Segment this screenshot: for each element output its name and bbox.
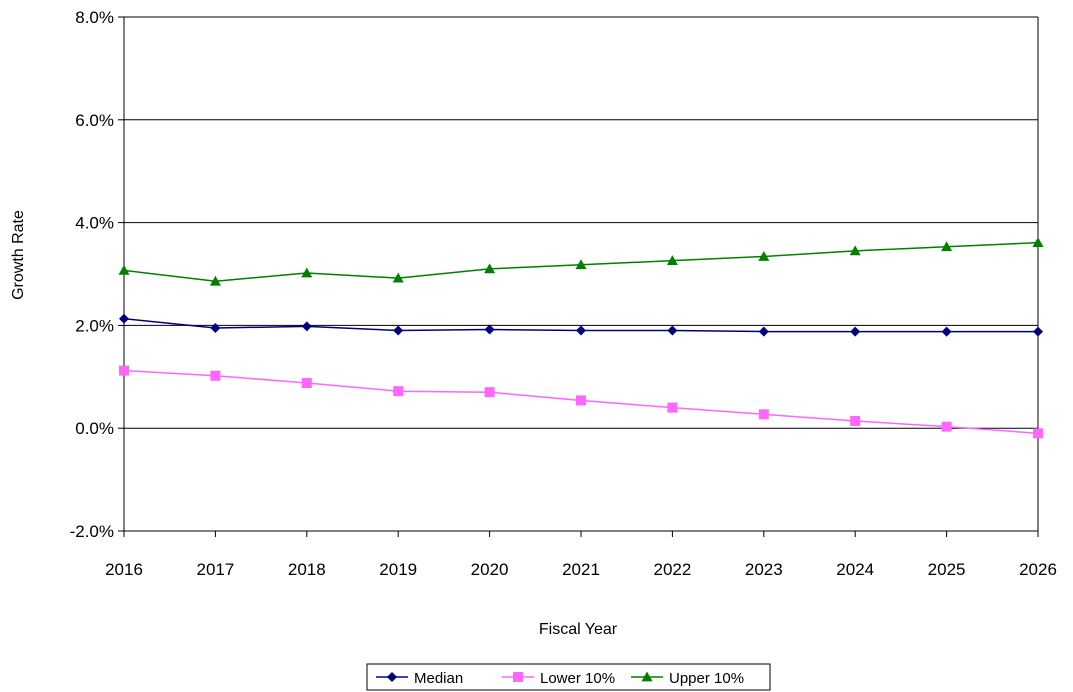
data-point xyxy=(118,264,130,275)
data-point xyxy=(119,313,129,324)
data-point xyxy=(941,241,953,252)
data-point xyxy=(576,325,586,336)
data-point xyxy=(1033,428,1043,439)
y-tick-label: 8.0% xyxy=(75,8,114,27)
x-tick-label: 2016 xyxy=(105,560,143,579)
data-point xyxy=(393,325,404,336)
series-median xyxy=(119,313,1043,337)
y-tick-label: 4.0% xyxy=(75,214,114,233)
data-point xyxy=(387,672,397,682)
y-tick-label: -2.0% xyxy=(70,522,114,541)
series-upper-10 xyxy=(118,237,1044,286)
data-point xyxy=(301,377,312,388)
legend-box xyxy=(366,663,771,691)
x-tick-label: 2022 xyxy=(653,560,691,579)
gridlines xyxy=(124,16,1038,429)
data-point xyxy=(758,409,769,420)
data-point xyxy=(484,324,495,335)
data-point xyxy=(576,395,586,406)
x-tick-label: 2023 xyxy=(745,560,783,579)
x-tick-label: 2021 xyxy=(562,560,600,579)
data-point xyxy=(941,326,952,337)
series-group xyxy=(118,237,1044,439)
series-lower-10 xyxy=(119,365,1043,439)
data-point xyxy=(850,326,861,337)
tick-labels: -2.0% 0.0% 2.0% 4.0% 6.0% 8.0% 2016 2017 2018 201… xyxy=(70,8,1057,579)
legend-label: Median xyxy=(414,670,463,687)
y-axis-title: Growth Rate xyxy=(10,210,27,300)
legend: Median Lower 10% Upper 10% xyxy=(366,663,771,691)
data-point xyxy=(209,275,221,286)
x-axis-title: Fiscal Year xyxy=(539,621,618,638)
data-point xyxy=(210,370,221,381)
data-point xyxy=(119,365,129,376)
legend-item: Lower 10% xyxy=(502,670,615,687)
legend-item: Upper 10% xyxy=(631,670,744,687)
x-tick-label: 2018 xyxy=(288,560,326,579)
legend-item: Median xyxy=(376,670,463,687)
data-point xyxy=(1032,237,1044,248)
data-point xyxy=(575,259,587,270)
legend-label: Upper 10% xyxy=(669,670,744,687)
data-point xyxy=(849,245,861,256)
x-tick-label: 2020 xyxy=(471,560,509,579)
data-point xyxy=(758,326,769,337)
data-point xyxy=(850,416,861,427)
data-point xyxy=(301,267,313,278)
data-point xyxy=(666,255,678,266)
x-tick-label: 2019 xyxy=(379,560,417,579)
legend-label: Lower 10% xyxy=(540,670,615,687)
data-point xyxy=(392,272,404,283)
data-point xyxy=(667,402,678,413)
data-point xyxy=(1033,326,1043,337)
axes xyxy=(118,16,1039,537)
y-tick-label: 2.0% xyxy=(75,316,114,335)
x-tick-label: 2025 xyxy=(928,560,966,579)
data-point xyxy=(393,386,404,397)
x-tick-label: 2017 xyxy=(196,560,234,579)
data-point xyxy=(641,671,653,682)
y-tick-label: 6.0% xyxy=(75,111,114,130)
data-point xyxy=(758,251,770,261)
data-point xyxy=(667,325,678,336)
x-tick-label: 2026 xyxy=(1019,560,1057,579)
data-point xyxy=(301,321,312,332)
data-point xyxy=(484,387,495,398)
data-point xyxy=(484,263,496,274)
data-point xyxy=(513,672,523,682)
data-point xyxy=(941,421,952,432)
y-tick-label: 0.0% xyxy=(75,419,114,438)
data-point xyxy=(210,322,221,333)
x-tick-label: 2024 xyxy=(836,560,874,579)
